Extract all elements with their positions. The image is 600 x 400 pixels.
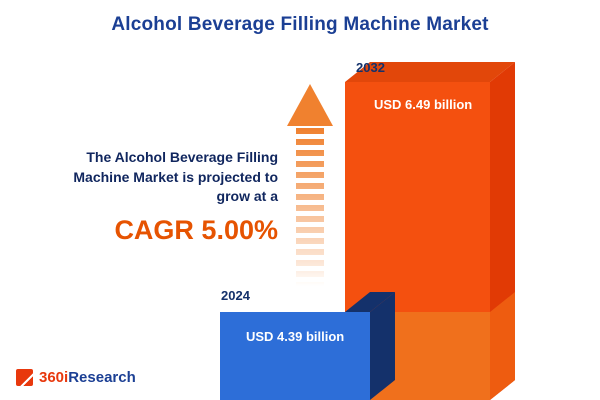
annotation-line: The Alcohol Beverage Filling [86, 149, 278, 165]
page-title: Alcohol Beverage Filling Machine Market [111, 14, 489, 35]
bar-2032-side-lower-shade [490, 292, 515, 400]
logo-text: 360iResearch [39, 369, 136, 386]
annotation-line: Machine Market is projected to [73, 168, 278, 185]
logo-mark-icon [16, 369, 33, 386]
bar-2024-value-label: USD 4.39 billion [246, 329, 345, 344]
brand-logo: 360iResearch [16, 369, 136, 386]
bar-2024-side-face [370, 292, 395, 400]
bar-2024 [220, 312, 370, 400]
annotation-block: The Alcohol Beverage Filling Machine Mar… [38, 148, 278, 246]
annotation-line: grow at a [216, 188, 278, 205]
bar-2032-year-label: 2032 [356, 60, 385, 75]
logo-text-suffix: Research [68, 369, 136, 386]
bar-2024-year-label: 2024 [221, 288, 250, 303]
growth-arrow-icon [287, 84, 333, 126]
cagr-value: CAGR 5.00% [114, 214, 278, 245]
bar-2032-top-face [345, 62, 515, 82]
bar-2032-value-label: USD 6.49 billion [374, 97, 473, 112]
logo-text-prefix: 360i [39, 369, 69, 386]
growth-arrow-dashed-tail [296, 128, 324, 286]
